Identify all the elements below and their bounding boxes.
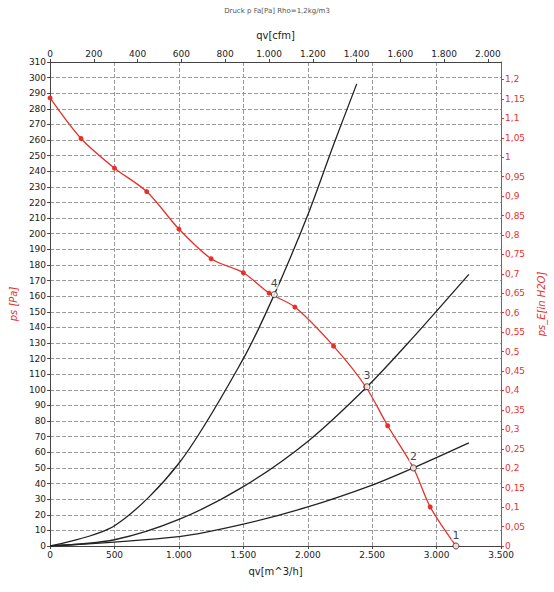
svg-text:1: 1 xyxy=(505,152,511,162)
svg-text:290: 290 xyxy=(29,88,46,98)
svg-text:0,8: 0,8 xyxy=(505,230,520,240)
svg-text:ps [Pa]: ps [Pa] xyxy=(8,287,19,323)
svg-text:10: 10 xyxy=(35,525,47,535)
svg-text:50: 50 xyxy=(35,463,47,473)
svg-text:1,2: 1,2 xyxy=(505,74,519,84)
svg-text:0,15: 0,15 xyxy=(505,483,525,493)
svg-text:240: 240 xyxy=(29,166,46,176)
svg-text:30: 30 xyxy=(35,494,47,504)
svg-text:0,25: 0,25 xyxy=(505,444,525,454)
svg-text:310: 310 xyxy=(29,57,46,67)
svg-text:20: 20 xyxy=(35,510,47,520)
svg-text:0: 0 xyxy=(47,49,53,59)
svg-text:3.000: 3.000 xyxy=(424,550,450,560)
svg-text:280: 280 xyxy=(29,104,46,114)
svg-text:1.800: 1.800 xyxy=(431,49,457,59)
svg-text:1,05: 1,05 xyxy=(505,133,525,143)
svg-text:110: 110 xyxy=(29,369,46,379)
svg-text:500: 500 xyxy=(106,550,123,560)
svg-text:2.000: 2.000 xyxy=(475,49,501,59)
svg-text:2: 2 xyxy=(410,450,417,463)
svg-text:0: 0 xyxy=(40,541,46,551)
svg-text:80: 80 xyxy=(35,416,47,426)
svg-text:2.000: 2.000 xyxy=(295,550,321,560)
svg-text:220: 220 xyxy=(29,198,46,208)
svg-text:0,5: 0,5 xyxy=(505,347,519,357)
svg-text:4: 4 xyxy=(271,277,278,290)
svg-text:0,55: 0,55 xyxy=(505,327,525,337)
svg-text:140: 140 xyxy=(29,322,46,332)
svg-text:0,05: 0,05 xyxy=(505,522,525,532)
svg-text:0,35: 0,35 xyxy=(505,405,525,415)
svg-text:1.000: 1.000 xyxy=(256,49,282,59)
svg-text:400: 400 xyxy=(129,49,146,59)
svg-text:0,45: 0,45 xyxy=(505,366,525,376)
svg-text:0,1: 0,1 xyxy=(505,502,519,512)
svg-text:260: 260 xyxy=(29,135,46,145)
svg-text:600: 600 xyxy=(173,49,190,59)
svg-text:1.400: 1.400 xyxy=(344,49,370,59)
svg-text:200: 200 xyxy=(29,229,46,239)
svg-text:0,75: 0,75 xyxy=(505,249,525,259)
svg-text:3.500: 3.500 xyxy=(488,550,514,560)
svg-text:180: 180 xyxy=(29,260,46,270)
svg-text:130: 130 xyxy=(29,338,46,348)
svg-text:150: 150 xyxy=(29,307,46,317)
svg-text:3: 3 xyxy=(364,369,371,382)
svg-text:160: 160 xyxy=(29,291,46,301)
svg-text:0,85: 0,85 xyxy=(505,211,525,221)
svg-text:200: 200 xyxy=(85,49,102,59)
svg-text:270: 270 xyxy=(29,119,46,129)
svg-text:1,1: 1,1 xyxy=(505,113,519,123)
svg-text:800: 800 xyxy=(217,49,234,59)
svg-text:0,6: 0,6 xyxy=(505,308,520,318)
svg-text:0,4: 0,4 xyxy=(505,385,520,395)
svg-text:100: 100 xyxy=(29,385,46,395)
svg-text:1,15: 1,15 xyxy=(505,94,525,104)
svg-text:190: 190 xyxy=(29,244,46,254)
svg-text:0,2: 0,2 xyxy=(505,463,519,473)
svg-text:0,9: 0,9 xyxy=(505,191,520,201)
svg-text:250: 250 xyxy=(29,151,46,161)
svg-text:0,7: 0,7 xyxy=(505,269,519,279)
svg-text:170: 170 xyxy=(29,276,46,286)
svg-text:1.200: 1.200 xyxy=(300,49,326,59)
svg-text:1.000: 1.000 xyxy=(166,550,192,560)
svg-text:40: 40 xyxy=(35,479,47,489)
svg-text:300: 300 xyxy=(29,73,46,83)
svg-text:1: 1 xyxy=(452,529,459,542)
svg-text:90: 90 xyxy=(35,400,47,410)
svg-text:70: 70 xyxy=(35,432,47,442)
svg-text:0,65: 0,65 xyxy=(505,288,525,298)
svg-text:2.500: 2.500 xyxy=(359,550,385,560)
svg-text:0: 0 xyxy=(505,541,511,551)
svg-text:1.500: 1.500 xyxy=(230,550,256,560)
svg-text:qv[cfm]: qv[cfm] xyxy=(256,30,295,41)
svg-text:0,3: 0,3 xyxy=(505,424,519,434)
svg-text:ps_E[in H2O]: ps_E[in H2O] xyxy=(536,272,548,338)
svg-text:qv[m^3/h]: qv[m^3/h] xyxy=(248,566,302,577)
svg-text:0: 0 xyxy=(47,550,53,560)
svg-text:Druck p Fa[Pa] Rho=1,2kg/m3: Druck p Fa[Pa] Rho=1,2kg/m3 xyxy=(224,7,330,15)
svg-text:1.600: 1.600 xyxy=(387,49,413,59)
svg-text:0,95: 0,95 xyxy=(505,172,525,182)
svg-text:60: 60 xyxy=(35,447,47,457)
svg-text:210: 210 xyxy=(29,213,46,223)
svg-text:120: 120 xyxy=(29,354,46,364)
svg-text:230: 230 xyxy=(29,182,46,192)
